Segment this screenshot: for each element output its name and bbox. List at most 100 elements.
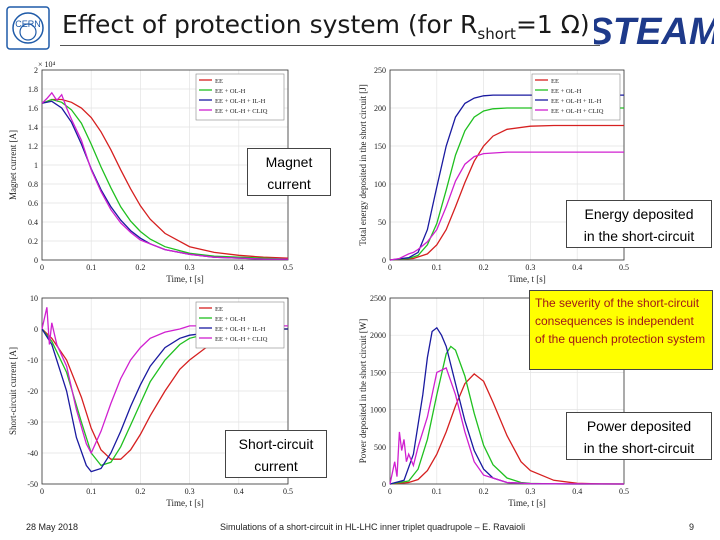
x-tick-label: 0.5	[283, 487, 293, 496]
y-tick-label: 2500	[370, 294, 386, 303]
y-axis-label: Power deposited in the short circuit [W]	[358, 319, 368, 463]
y-tick-label: -30	[27, 418, 38, 427]
y-tick-label: 2000	[370, 331, 386, 340]
footer-caption: Simulations of a short-circuit in HL-LHC…	[220, 522, 526, 532]
y-tick-label: -50	[27, 480, 38, 489]
x-tick-label: 0.3	[525, 263, 535, 272]
legend-label: EE + OL-H	[215, 316, 246, 323]
y-tick-label: -10	[27, 356, 38, 365]
legend-label: EE	[215, 306, 223, 313]
y-axis-label: Magnet current [A]	[8, 130, 18, 200]
y-tick-label: -20	[27, 387, 38, 396]
y-tick-label: 2	[34, 66, 38, 75]
x-axis-label: Time, t [s]	[166, 498, 203, 508]
y-tick-label: 0	[34, 256, 38, 265]
legend-label: EE + OL-H + IL-H	[551, 98, 602, 105]
x-tick-label: 0.1	[86, 263, 96, 272]
cern-logo: CERN	[6, 6, 50, 50]
legend-label: EE	[551, 78, 559, 85]
short-circuit-current-chart: 0 0.1 0.2 0.3 0.4 0.5 -50 -40 -30 -20 -10 0 10 Time, …	[8, 294, 293, 508]
legend-label: EE	[215, 78, 223, 85]
x-axis-label: Time, t [s]	[508, 274, 545, 284]
x-tick-label: 0.2	[479, 487, 489, 496]
legend-label: EE + OL-H	[215, 88, 246, 95]
x-tick-label: 0.3	[185, 487, 195, 496]
cern-logo-text: CERN	[15, 19, 41, 29]
x-tick-label: 0.1	[432, 487, 442, 496]
title-underline	[60, 45, 600, 46]
series-line	[389, 366, 625, 485]
x-axis-label: Time, t [s]	[166, 274, 203, 284]
y-tick-label: 10	[30, 294, 38, 303]
x-tick-label: 0	[40, 263, 44, 272]
x-tick-label: 0.2	[479, 263, 489, 272]
legend-label: EE + OL-H	[551, 88, 582, 95]
y-tick-label: 0	[382, 480, 386, 489]
y-tick-label: 0.8	[28, 180, 38, 189]
magnet-current-chart: 0 0.1 0.2 0.3 0.4 0.5 0 0.2 0.4 0.6 0.8 1 1.2 1.4 1.6 1…	[8, 60, 293, 284]
legend	[195, 301, 285, 349]
plot-area	[389, 69, 625, 261]
y-axis-label: Total energy deposited in the short circ…	[358, 84, 368, 245]
x-tick-label: 0.5	[283, 263, 293, 272]
legend-label: EE + OL-H + IL-H	[215, 98, 266, 105]
x-tick-label: 0	[388, 263, 392, 272]
x-tick-label: 0.3	[185, 263, 195, 272]
y-tick-label: 1	[34, 161, 38, 170]
x-tick-label: 0.2	[135, 263, 145, 272]
y-tick-label: 0.4	[28, 218, 38, 227]
x-tick-label: 0.3	[525, 487, 535, 496]
y-multiplier: × 10⁴	[38, 60, 56, 69]
series-line	[389, 124, 624, 261]
x-tick-label: 0	[388, 487, 392, 496]
x-tick-label: 0.4	[234, 263, 244, 272]
y-tick-label: 1.6	[28, 104, 38, 113]
x-tick-label: 0.2	[135, 487, 145, 496]
y-tick-label: 0.2	[28, 237, 38, 246]
y-tick-label: 1.8	[28, 85, 38, 94]
legend-label: EE + OL-H + IL-H	[215, 326, 266, 333]
steam-logo: STEAM	[594, 11, 714, 50]
plot-area	[389, 297, 625, 485]
x-tick-label: 0.4	[234, 487, 244, 496]
x-tick-label: 0.5	[619, 487, 629, 496]
x-tick-label: 0.4	[572, 263, 582, 272]
y-tick-label: 1.2	[28, 142, 38, 151]
y-tick-label: -40	[27, 449, 38, 458]
legend-label: EE + OL-H + CLIQ	[215, 336, 268, 343]
footer-date: 28 May 2018	[26, 522, 79, 532]
series-line	[389, 151, 624, 261]
y-tick-label: 150	[374, 142, 386, 151]
y-tick-label: 100	[374, 180, 386, 189]
x-tick-label: 0.1	[86, 487, 96, 496]
page-title: Effect of protection system (for Rshort=…	[62, 10, 590, 43]
y-tick-label: 0	[382, 256, 386, 265]
y-tick-label: 1000	[370, 406, 386, 415]
x-tick-label: 0	[40, 487, 44, 496]
legend	[531, 73, 621, 121]
y-tick-label: 200	[374, 104, 386, 113]
series-line	[41, 98, 289, 259]
x-tick-label: 0.5	[619, 263, 629, 272]
magnet-current-note: Magnet current	[247, 148, 331, 196]
y-tick-label: 250	[374, 66, 386, 75]
legend-label: EE + OL-H + CLIQ	[215, 108, 268, 115]
plot-area	[41, 297, 289, 485]
y-axis-label: Short-circuit current [A]	[8, 347, 18, 435]
page-number: 9	[689, 522, 695, 532]
y-tick-label: 1500	[370, 368, 386, 377]
series-line	[389, 373, 625, 485]
legend-label: EE + OL-H + CLIQ	[551, 108, 604, 115]
series-line	[41, 91, 288, 260]
series-line	[41, 98, 289, 260]
x-tick-label: 0.1	[432, 263, 442, 272]
energy-deposited-note: Energy deposited in the short-circuit	[566, 200, 712, 248]
energy-deposited-chart: 0 0.1 0.2 0.3 0.4 0.5 0 50 100 150 200 250 Time, t […	[358, 66, 629, 284]
y-tick-label: 1.4	[28, 123, 38, 132]
steam-logo-text: STEAM	[594, 11, 714, 50]
short-circuit-current-note: Short-circuit current	[225, 430, 327, 478]
y-tick-label: 0.6	[28, 199, 38, 208]
y-tick-label: 50	[378, 218, 386, 227]
y-tick-label: 0	[34, 325, 38, 334]
power-deposited-note: Power deposited in the short-circuit	[566, 412, 712, 460]
